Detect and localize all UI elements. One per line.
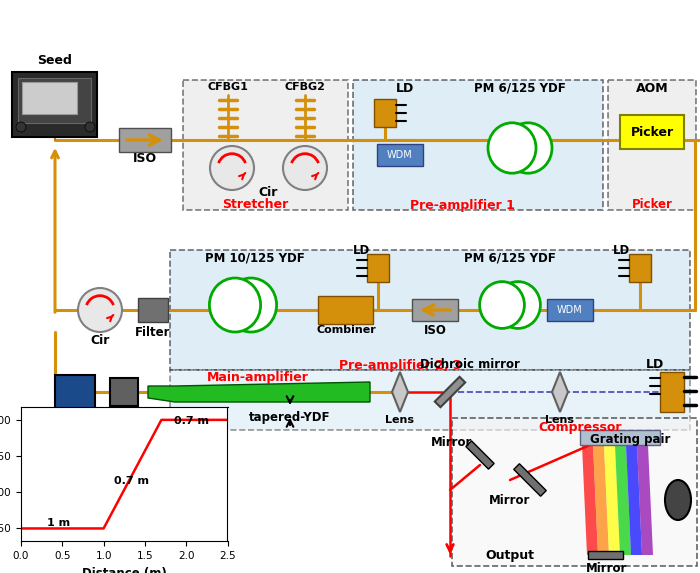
Ellipse shape: [480, 281, 524, 328]
Bar: [110, 378, 138, 406]
Bar: [55, 375, 95, 409]
Text: Lens: Lens: [545, 415, 575, 425]
Polygon shape: [587, 551, 622, 559]
Ellipse shape: [504, 123, 552, 173]
Polygon shape: [637, 445, 653, 555]
Ellipse shape: [496, 281, 540, 328]
Circle shape: [210, 146, 254, 190]
Bar: [318, 296, 373, 324]
Bar: [660, 372, 684, 412]
Text: Output: Output: [486, 548, 535, 562]
Text: CFBG2: CFBG2: [285, 82, 326, 92]
Bar: [18, 78, 91, 123]
Ellipse shape: [665, 480, 691, 520]
Polygon shape: [593, 445, 609, 555]
Text: PM 10/125 YDF: PM 10/125 YDF: [205, 252, 305, 265]
Text: Picker: Picker: [631, 125, 673, 139]
Text: Combiner: Combiner: [316, 325, 376, 335]
Polygon shape: [435, 377, 466, 407]
Text: Dichroic mirror: Dichroic mirror: [420, 358, 520, 371]
Text: 1 m: 1 m: [48, 517, 71, 528]
Polygon shape: [392, 372, 408, 412]
Text: CLS: CLS: [111, 407, 136, 421]
Text: Cir: Cir: [258, 186, 278, 199]
Bar: [608, 80, 696, 210]
Polygon shape: [148, 382, 370, 402]
Text: PM 6/125 YDF: PM 6/125 YDF: [474, 81, 566, 95]
Ellipse shape: [488, 123, 536, 173]
Text: Main-amplifier: Main-amplifier: [207, 371, 309, 384]
Circle shape: [85, 122, 95, 132]
Bar: [138, 298, 168, 322]
Text: Compressor: Compressor: [538, 422, 622, 434]
Text: LD: LD: [613, 244, 631, 257]
Text: Stretcher: Stretcher: [222, 198, 288, 211]
Text: WDM: WDM: [387, 150, 413, 160]
Text: 0.7 m: 0.7 m: [113, 476, 148, 485]
Text: Grating pair: Grating pair: [590, 434, 670, 446]
Polygon shape: [466, 441, 494, 469]
X-axis label: Distance (m): Distance (m): [82, 567, 167, 573]
Bar: [377, 144, 423, 166]
Ellipse shape: [209, 278, 260, 332]
Bar: [353, 80, 603, 210]
Bar: [119, 128, 171, 152]
Text: LD: LD: [646, 358, 664, 371]
Text: WDM: WDM: [557, 305, 583, 315]
Bar: [22, 82, 77, 114]
Bar: [374, 99, 396, 127]
Text: MFA: MFA: [62, 410, 89, 423]
Text: 0.7 m: 0.7 m: [174, 416, 209, 426]
Bar: [629, 254, 651, 282]
Polygon shape: [604, 445, 620, 555]
Text: LD: LD: [396, 81, 414, 95]
Bar: [170, 370, 690, 430]
Ellipse shape: [225, 278, 276, 332]
Text: Mirror: Mirror: [431, 435, 472, 449]
Bar: [12, 72, 97, 137]
Text: LD: LD: [354, 244, 370, 257]
Polygon shape: [514, 464, 546, 496]
Polygon shape: [580, 430, 660, 445]
Circle shape: [16, 122, 26, 132]
Text: Pre-amplifier 2, 3: Pre-amplifier 2, 3: [339, 359, 461, 371]
Bar: [412, 299, 458, 321]
Text: CFBG1: CFBG1: [208, 82, 248, 92]
Text: Mirror: Mirror: [587, 562, 628, 573]
Text: Seed: Seed: [38, 53, 72, 66]
Text: Cir: Cir: [90, 333, 110, 347]
Polygon shape: [582, 445, 598, 555]
Bar: [620, 115, 684, 149]
Text: Pre-amplifier 1: Pre-amplifier 1: [410, 198, 514, 211]
Text: Lens: Lens: [386, 415, 414, 425]
Circle shape: [78, 288, 122, 332]
Bar: [367, 254, 389, 282]
Text: ISO: ISO: [424, 324, 447, 336]
Bar: [170, 250, 690, 370]
Polygon shape: [626, 445, 642, 555]
Circle shape: [283, 146, 327, 190]
Bar: [183, 80, 348, 210]
Text: tapered-YDF: tapered-YDF: [249, 411, 330, 425]
Polygon shape: [615, 445, 631, 555]
Text: Picker: Picker: [631, 198, 673, 211]
Bar: [547, 299, 593, 321]
Text: PM 6/125 YDF: PM 6/125 YDF: [464, 252, 556, 265]
Text: Mirror: Mirror: [489, 493, 531, 507]
Text: Filter: Filter: [135, 325, 171, 339]
Text: ISO: ISO: [133, 151, 157, 164]
Text: AOM: AOM: [636, 81, 668, 95]
Polygon shape: [552, 372, 568, 412]
Bar: [452, 418, 697, 566]
